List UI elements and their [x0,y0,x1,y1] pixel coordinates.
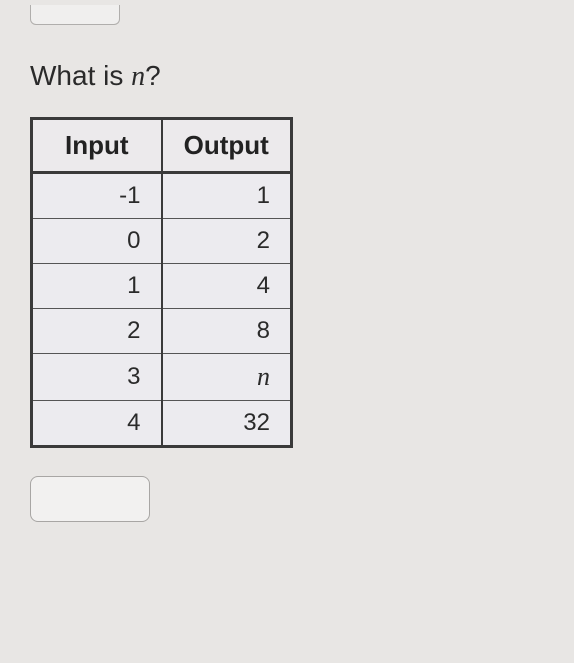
table-cell: -1 [32,173,162,219]
table-row: -1 1 [32,173,292,219]
table-cell: 4 [32,401,162,447]
table-cell: 3 [32,354,162,401]
table-row: 1 4 [32,264,292,309]
table-cell: 4 [162,264,292,309]
answer-input[interactable] [30,476,150,522]
table-row: 0 2 [32,219,292,264]
ui-fragment-top [30,5,120,25]
table-row: 3 n [32,354,292,401]
table-row: 2 8 [32,309,292,354]
column-header-output: Output [162,119,292,173]
question-variable: n [131,61,145,92]
table-cell: 2 [162,219,292,264]
table-cell: 0 [32,219,162,264]
table-cell: 1 [32,264,162,309]
table-row: 4 32 [32,401,292,447]
io-table: Input Output -1 1 0 2 1 4 2 8 3 n 4 32 [30,117,293,448]
column-header-input: Input [32,119,162,173]
table-header-row: Input Output [32,119,292,173]
table-cell: 2 [32,309,162,354]
table-cell-variable: n [162,354,292,401]
question-text: What is n? [30,60,544,93]
question-suffix: ? [145,60,161,91]
table-cell: 1 [162,173,292,219]
question-prefix: What is [30,60,131,91]
table-cell: 8 [162,309,292,354]
table-cell: 32 [162,401,292,447]
